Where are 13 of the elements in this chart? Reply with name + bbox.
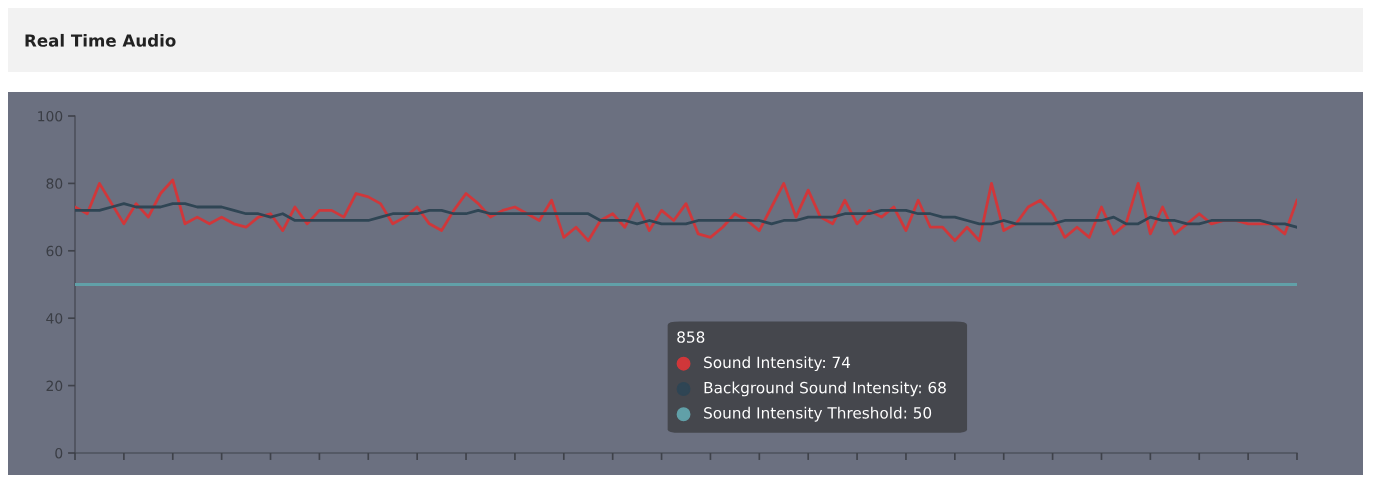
chart-title: Real Time Audio bbox=[25, 33, 176, 47]
annotation: 858 bbox=[677, 331, 705, 343]
y-tick-label: 80 bbox=[46, 178, 63, 189]
y-tick-label: 60 bbox=[46, 245, 63, 257]
annotation: Background Sound Intensity: 68 bbox=[704, 381, 946, 397]
y-tick-label: 0 bbox=[55, 447, 63, 459]
annotation: Sound Intensity: 74 bbox=[704, 356, 851, 372]
y-tick-label: 40 bbox=[46, 313, 63, 324]
line-series bbox=[75, 178, 1297, 243]
annotation: Sound Intensity Threshold: 50 bbox=[704, 406, 932, 422]
y-tick-label: 100 bbox=[38, 110, 63, 122]
y-tick-label: 20 bbox=[46, 380, 63, 392]
line-series bbox=[75, 202, 1297, 229]
